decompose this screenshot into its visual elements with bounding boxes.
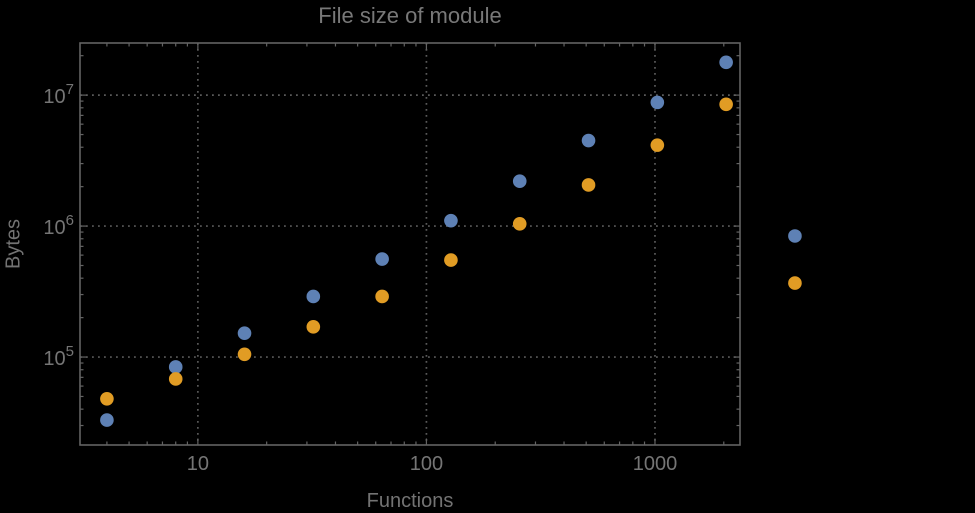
data-point-orange [444, 253, 458, 267]
y-tick-label: 106 [43, 212, 74, 239]
y-tick-label: 107 [43, 81, 74, 108]
data-point-blue [512, 174, 527, 189]
data-point-orange [512, 217, 527, 231]
data-point-blue [100, 413, 114, 427]
data-point-blue [375, 252, 389, 266]
x-tick-label: 100 [410, 453, 443, 475]
data-point-orange [719, 97, 733, 112]
data-point-blue [444, 213, 458, 228]
y-tick-label: 105 [43, 343, 74, 370]
data-point-orange [788, 276, 802, 290]
x-tick-label: 1000 [633, 453, 678, 475]
data-point-blue [650, 95, 665, 110]
data-point-orange [375, 289, 389, 304]
x-axis-label: Functions [366, 490, 454, 512]
plot-frame [79, 42, 741, 446]
data-point-orange [306, 320, 321, 334]
data-point-blue [581, 133, 596, 148]
chart-title: File size of module [318, 3, 502, 28]
data-point-orange [237, 347, 252, 362]
data-point-blue [237, 326, 252, 341]
data-point-orange [100, 391, 114, 406]
data-point-blue [788, 229, 802, 243]
x-tick-label: 10 [187, 453, 209, 475]
data-point-orange [650, 138, 665, 152]
data-point-blue [168, 360, 183, 374]
data-point-blue [306, 289, 321, 304]
data-point-orange [581, 178, 596, 192]
data-point-orange [168, 372, 183, 386]
data-point-blue [719, 55, 733, 70]
